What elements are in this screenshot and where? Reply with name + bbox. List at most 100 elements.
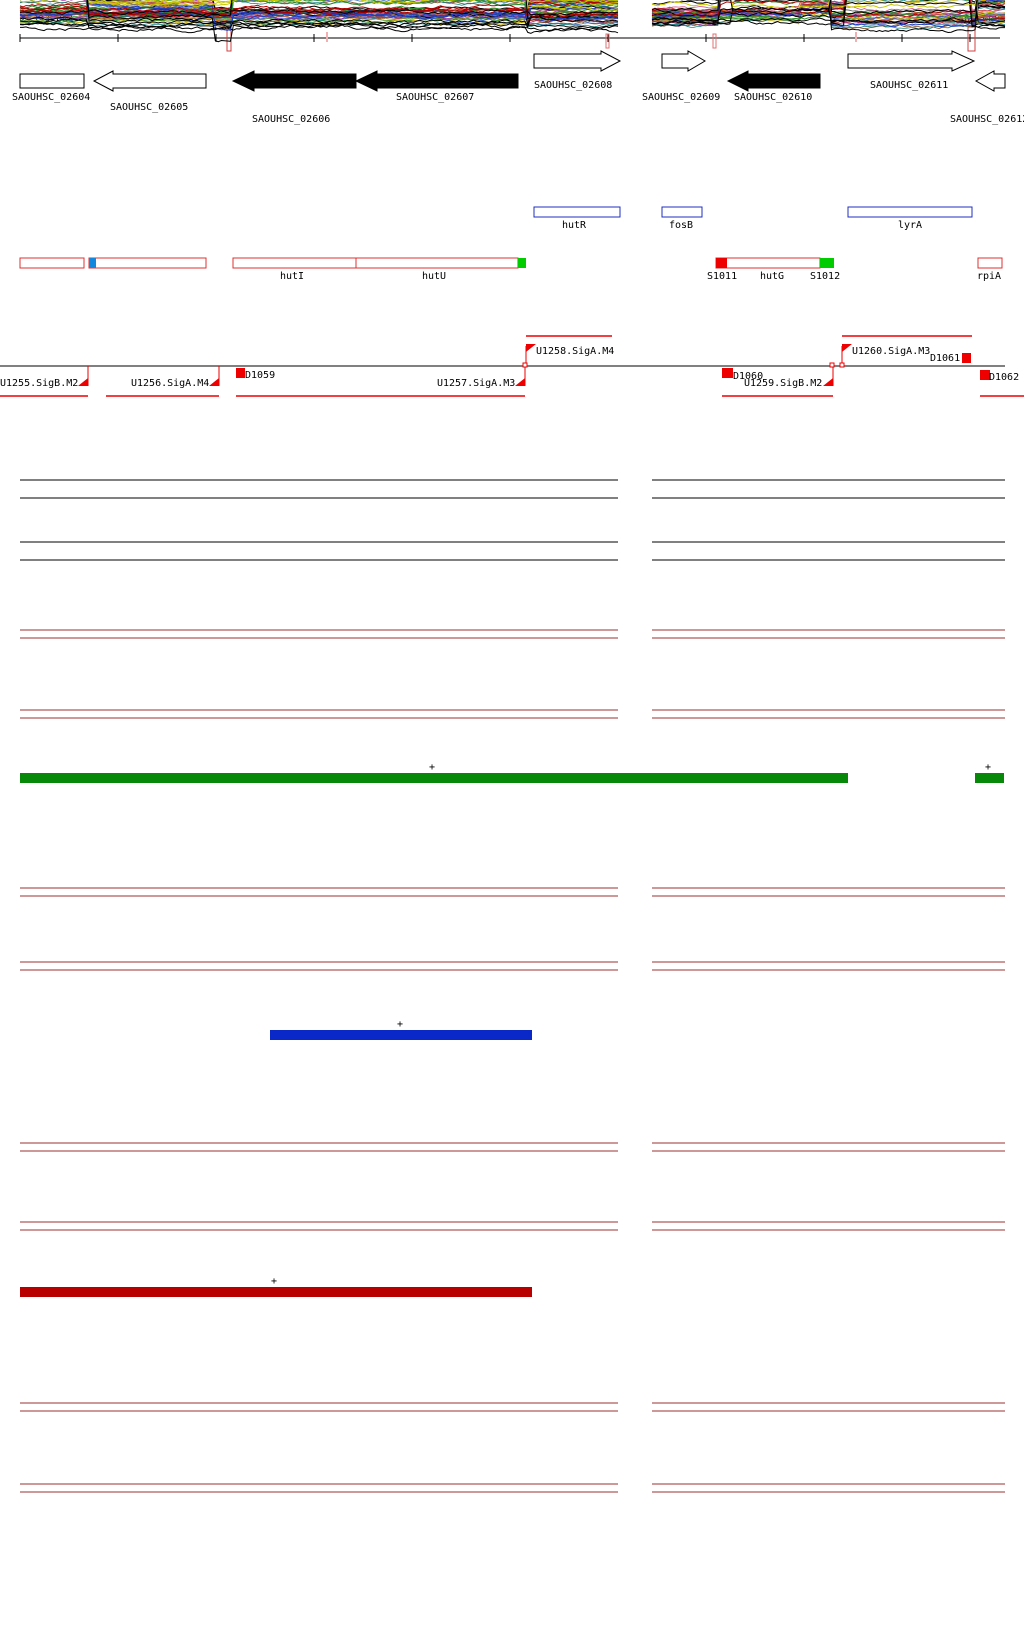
plus-mark: + [397,1019,403,1030]
expression-profile [731,0,1006,17]
promoter-label[interactable]: U1259.SigB.M2 [744,378,822,389]
start-marker [820,258,834,268]
expression-profile [651,0,978,17]
plus-mark: + [429,762,435,773]
expression-profile [19,3,619,27]
annotation-minus-track: hutI hutU S1011 hutG S1012 rpiA [19,257,1003,282]
gene-label: SAOUHSC_02611 [870,80,948,91]
gene-saouhsc-02609[interactable]: SAOUHSC_02609 [642,50,720,103]
gene-label: SAOUHSC_02610 [734,92,812,103]
annot-box[interactable] [19,257,85,269]
expression-profile [19,0,619,5]
annot-label: lyrA [898,220,922,231]
promoter-label[interactable]: D1061 [930,353,960,364]
annot-box[interactable] [847,206,973,218]
gene-label: SAOUHSC_02605 [110,102,188,113]
annot-label: S1011 [707,271,737,282]
promoter-label[interactable]: U1257.SigA.M3 [437,378,515,389]
expression-profile [651,0,1006,20]
expression-profile [19,0,619,23]
expression-profile [88,0,619,11]
annot-box[interactable] [533,206,621,218]
gene-label: SAOUHSC_02606 [252,114,330,125]
expression-profile [86,0,619,21]
expression-profile [19,3,619,17]
annot-label: rpiA [977,271,1001,282]
expression-tracks [19,0,1006,1493]
green-condition-bar[interactable] [975,773,1004,783]
condition-bars: + + + + [20,762,1004,1297]
annot-box[interactable] [661,206,703,218]
expression-profile [730,0,1006,24]
expression-profile [88,0,619,15]
gene-label: SAOUHSC_02609 [642,92,720,103]
expression-profile [87,0,619,23]
promoter-label[interactable]: U1260.SigA.M3 [852,346,930,357]
gene-saouhsc-02607[interactable]: SAOUHSC_02607 [354,70,519,103]
annot-box[interactable] [232,257,357,269]
expression-profile [651,0,977,6]
gene-saouhsc-02611[interactable]: SAOUHSC_02611 [847,50,976,91]
expression-profile [86,0,619,21]
start-marker [716,258,727,268]
plus-mark: + [985,762,991,773]
red-condition-bar[interactable] [20,1287,532,1297]
annot-box[interactable] [715,257,821,269]
annot-label: hutG [760,271,784,282]
plus-mark: + [271,1276,277,1287]
expression-profile [19,16,619,32]
expression-profile [651,0,978,15]
gene-label: SAOUHSC_02604 [12,92,90,103]
start-marker [89,258,96,268]
expression-profile [86,0,619,23]
expression-profile [20,14,619,34]
promoter-track: U1255.SigB.M2 U1256.SigA.M4 D1059 U1257.… [0,335,1024,397]
expression-profile [19,0,619,17]
expression-profile [87,0,619,20]
gene-track: SAOUHSC_02604 SAOUHSC_02605 SAOUHSC_0260… [12,50,1024,125]
expression-profile [651,0,977,9]
expression-profile [19,0,619,21]
gene-label: SAOUHSC_02607 [396,92,474,103]
promoter-label[interactable]: U1256.SigA.M4 [131,378,209,389]
expression-profile [19,1,619,25]
blue-condition-bar[interactable] [270,1030,532,1040]
promoter-label[interactable]: D1060 [733,371,763,382]
expression-profile [651,0,1006,30]
gene-saouhsc-02610[interactable]: SAOUHSC_02610 [726,70,821,103]
annot-label: hutU [422,271,446,282]
annot-label: fosB [669,220,693,231]
gene-saouhsc-02606[interactable]: SAOUHSC_02606 [231,70,357,125]
expression-profile [86,0,619,43]
annot-box[interactable] [88,257,207,269]
green-condition-bar[interactable] [20,773,848,783]
expression-profile [651,0,1006,22]
expression-profile [19,11,619,29]
expression-profile [19,9,619,16]
annot-label: S1012 [810,271,840,282]
expression-profile [88,0,619,15]
annotation-plus-track: hutR fosB lyrA [533,206,973,231]
promoter-label[interactable]: U1258.SigA.M4 [536,346,614,357]
annot-box[interactable] [355,257,519,269]
start-marker [518,258,526,268]
gene-label: SAOUHSC_02612 [950,114,1024,125]
expression-profile [651,0,1006,28]
annot-label: hutI [280,271,304,282]
expression-profile [87,0,619,16]
expression-profile [651,0,978,13]
promoter-label[interactable]: D1059 [245,370,275,381]
gene-saouhsc-02604[interactable]: SAOUHSC_02604 [12,73,90,103]
annot-box[interactable] [977,257,1003,269]
expression-profile [651,0,1006,28]
expression-profile [651,0,1006,34]
gene-saouhsc-02612[interactable]: SAOUHSC_02612 [950,70,1024,125]
promoter-label[interactable]: U1255.SigB.M2 [0,378,78,389]
gene-label: SAOUHSC_02608 [534,80,612,91]
promoter-label[interactable]: D1062 [989,372,1019,383]
expression-profile [88,0,619,10]
gene-saouhsc-02608[interactable]: SAOUHSC_02608 [533,50,622,91]
annot-label: hutR [562,220,587,231]
gene-saouhsc-02605[interactable]: SAOUHSC_02605 [92,70,207,113]
